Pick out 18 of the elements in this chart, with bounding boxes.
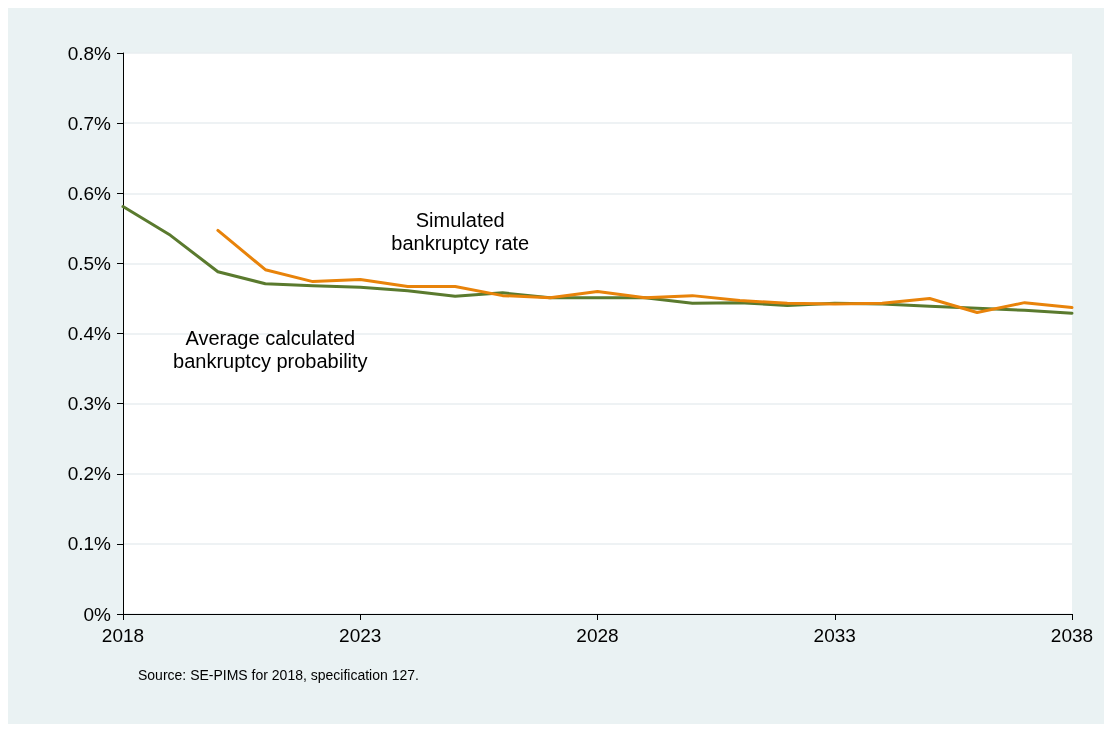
y-tick-label: 0.5%: [67, 252, 112, 274]
y-tick-label: 0.2%: [67, 463, 112, 485]
x-tick-label: 2018: [101, 625, 145, 646]
x-tick-label: 2028: [576, 625, 619, 646]
series-label: Simulated bankruptcy rate: [391, 209, 530, 254]
source-note: Source: SE-PIMS for 2018, specification 127.: [138, 667, 419, 683]
y-tick-label: 0.4%: [67, 323, 112, 344]
y-tick-label: 0%: [83, 603, 112, 625]
y-tick-label: 0.7%: [67, 112, 112, 134]
line-series: [216, 228, 1074, 314]
series-label: Average calculated bankruptcy probability: [173, 327, 368, 373]
x-tick-label: 2023: [339, 625, 382, 646]
y-tick-label: 0.6%: [67, 182, 112, 204]
y-tick-label: 0.3%: [67, 393, 112, 415]
y-tick-label: 0.1%: [67, 533, 112, 555]
x-tick-label: 2033: [813, 625, 856, 646]
x-tick-label: 2038: [1050, 625, 1094, 646]
y-tick-label: 0.8%: [67, 42, 112, 64]
